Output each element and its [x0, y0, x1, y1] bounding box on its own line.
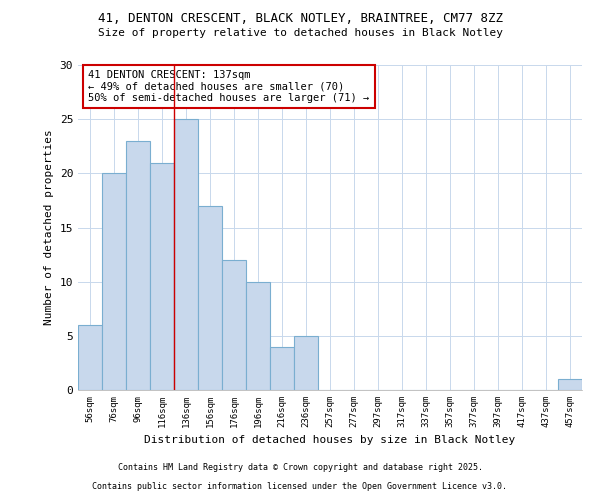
Bar [294, 336, 318, 390]
Bar [174, 119, 198, 390]
Bar [126, 141, 150, 390]
Y-axis label: Number of detached properties: Number of detached properties [44, 130, 54, 326]
Bar [222, 260, 246, 390]
Bar [78, 325, 102, 390]
Bar [150, 162, 174, 390]
Bar [102, 174, 126, 390]
Text: 41 DENTON CRESCENT: 137sqm
← 49% of detached houses are smaller (70)
50% of semi: 41 DENTON CRESCENT: 137sqm ← 49% of deta… [88, 70, 370, 103]
Bar [270, 346, 294, 390]
X-axis label: Distribution of detached houses by size in Black Notley: Distribution of detached houses by size … [145, 436, 515, 446]
Text: 41, DENTON CRESCENT, BLACK NOTLEY, BRAINTREE, CM77 8ZZ: 41, DENTON CRESCENT, BLACK NOTLEY, BRAIN… [97, 12, 503, 26]
Text: Contains HM Land Registry data © Crown copyright and database right 2025.: Contains HM Land Registry data © Crown c… [118, 464, 482, 472]
Text: Contains public sector information licensed under the Open Government Licence v3: Contains public sector information licen… [92, 482, 508, 491]
Text: Size of property relative to detached houses in Black Notley: Size of property relative to detached ho… [97, 28, 503, 38]
Bar [558, 379, 582, 390]
Bar [198, 206, 222, 390]
Bar [246, 282, 270, 390]
